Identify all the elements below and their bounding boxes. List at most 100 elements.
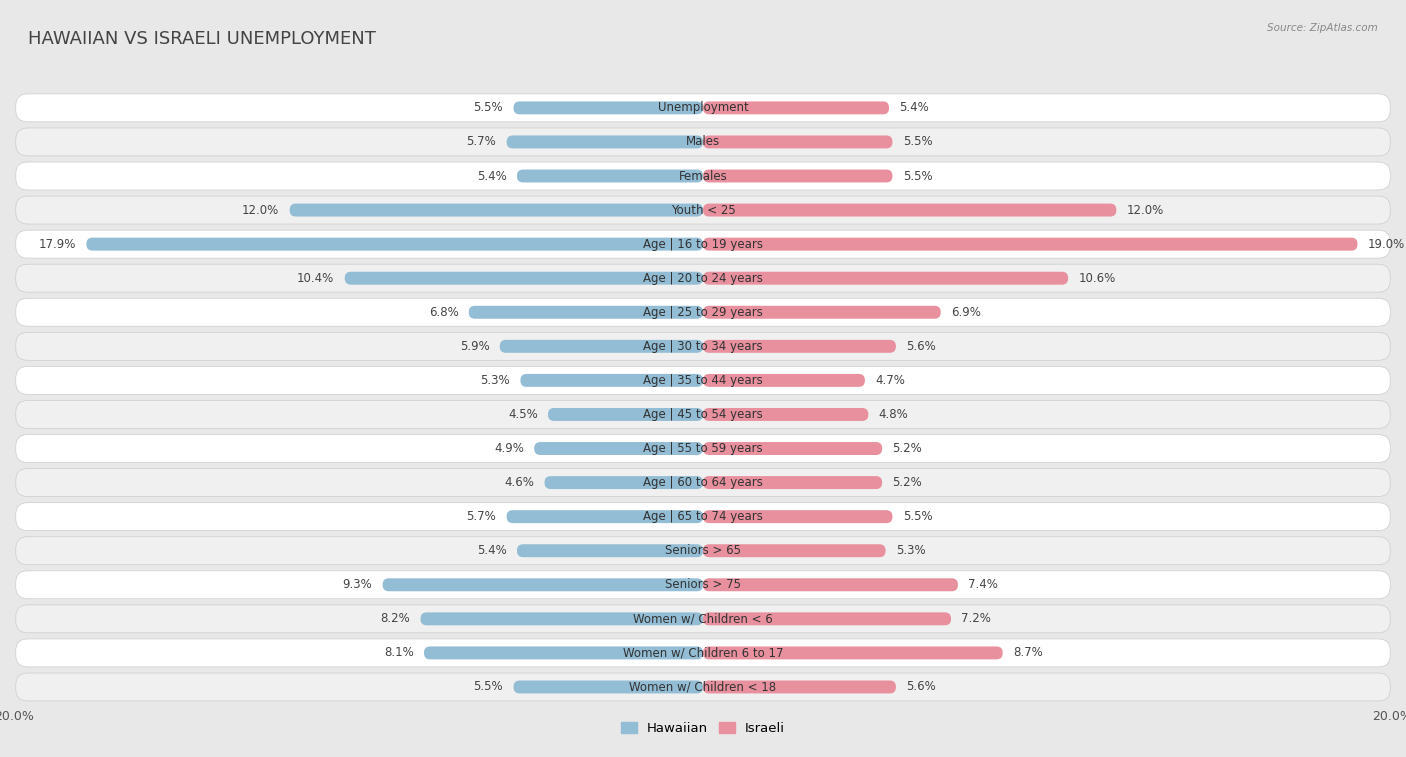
- FancyBboxPatch shape: [86, 238, 703, 251]
- Text: 4.8%: 4.8%: [879, 408, 908, 421]
- Text: 8.2%: 8.2%: [381, 612, 411, 625]
- Text: 5.7%: 5.7%: [467, 136, 496, 148]
- Text: 7.4%: 7.4%: [969, 578, 998, 591]
- FancyBboxPatch shape: [420, 612, 703, 625]
- Text: 19.0%: 19.0%: [1368, 238, 1405, 251]
- Text: 5.2%: 5.2%: [893, 442, 922, 455]
- Text: Age | 45 to 54 years: Age | 45 to 54 years: [643, 408, 763, 421]
- Text: Age | 65 to 74 years: Age | 65 to 74 years: [643, 510, 763, 523]
- FancyBboxPatch shape: [703, 272, 1069, 285]
- Text: 8.7%: 8.7%: [1012, 646, 1043, 659]
- Text: 5.5%: 5.5%: [474, 681, 503, 693]
- Text: 5.4%: 5.4%: [477, 170, 506, 182]
- FancyBboxPatch shape: [703, 510, 893, 523]
- Text: Women w/ Children < 6: Women w/ Children < 6: [633, 612, 773, 625]
- Text: 5.7%: 5.7%: [467, 510, 496, 523]
- Text: 4.7%: 4.7%: [875, 374, 905, 387]
- Text: Age | 20 to 24 years: Age | 20 to 24 years: [643, 272, 763, 285]
- FancyBboxPatch shape: [703, 204, 1116, 217]
- FancyBboxPatch shape: [15, 230, 1391, 258]
- FancyBboxPatch shape: [15, 673, 1391, 701]
- Text: Women w/ Children < 18: Women w/ Children < 18: [630, 681, 776, 693]
- FancyBboxPatch shape: [15, 435, 1391, 463]
- FancyBboxPatch shape: [15, 264, 1391, 292]
- FancyBboxPatch shape: [703, 306, 941, 319]
- Text: 4.5%: 4.5%: [508, 408, 537, 421]
- Text: Seniors > 75: Seniors > 75: [665, 578, 741, 591]
- FancyBboxPatch shape: [544, 476, 703, 489]
- FancyBboxPatch shape: [703, 681, 896, 693]
- Text: Males: Males: [686, 136, 720, 148]
- Text: 5.9%: 5.9%: [460, 340, 489, 353]
- Text: 5.5%: 5.5%: [903, 170, 932, 182]
- Text: Source: ZipAtlas.com: Source: ZipAtlas.com: [1267, 23, 1378, 33]
- Text: Age | 55 to 59 years: Age | 55 to 59 years: [643, 442, 763, 455]
- FancyBboxPatch shape: [15, 571, 1391, 599]
- Text: 5.4%: 5.4%: [477, 544, 506, 557]
- FancyBboxPatch shape: [382, 578, 703, 591]
- FancyBboxPatch shape: [703, 476, 882, 489]
- Text: 5.5%: 5.5%: [903, 510, 932, 523]
- Text: 10.6%: 10.6%: [1078, 272, 1116, 285]
- Text: Age | 60 to 64 years: Age | 60 to 64 years: [643, 476, 763, 489]
- Text: 12.0%: 12.0%: [1126, 204, 1164, 217]
- FancyBboxPatch shape: [513, 681, 703, 693]
- Text: HAWAIIAN VS ISRAELI UNEMPLOYMENT: HAWAIIAN VS ISRAELI UNEMPLOYMENT: [28, 30, 375, 48]
- Text: Females: Females: [679, 170, 727, 182]
- Text: 6.8%: 6.8%: [429, 306, 458, 319]
- Text: 4.6%: 4.6%: [505, 476, 534, 489]
- FancyBboxPatch shape: [703, 578, 957, 591]
- FancyBboxPatch shape: [534, 442, 703, 455]
- FancyBboxPatch shape: [506, 510, 703, 523]
- Text: Age | 16 to 19 years: Age | 16 to 19 years: [643, 238, 763, 251]
- FancyBboxPatch shape: [520, 374, 703, 387]
- FancyBboxPatch shape: [703, 238, 1358, 251]
- FancyBboxPatch shape: [15, 162, 1391, 190]
- Text: 5.5%: 5.5%: [474, 101, 503, 114]
- FancyBboxPatch shape: [290, 204, 703, 217]
- Text: 6.9%: 6.9%: [950, 306, 981, 319]
- Text: Seniors > 65: Seniors > 65: [665, 544, 741, 557]
- FancyBboxPatch shape: [703, 442, 882, 455]
- FancyBboxPatch shape: [703, 170, 893, 182]
- FancyBboxPatch shape: [344, 272, 703, 285]
- Text: Women w/ Children 6 to 17: Women w/ Children 6 to 17: [623, 646, 783, 659]
- Text: 7.2%: 7.2%: [962, 612, 991, 625]
- FancyBboxPatch shape: [15, 94, 1391, 122]
- FancyBboxPatch shape: [15, 503, 1391, 531]
- Text: 10.4%: 10.4%: [297, 272, 335, 285]
- Text: 8.1%: 8.1%: [384, 646, 413, 659]
- FancyBboxPatch shape: [15, 469, 1391, 497]
- Text: 9.3%: 9.3%: [343, 578, 373, 591]
- FancyBboxPatch shape: [703, 101, 889, 114]
- FancyBboxPatch shape: [703, 136, 893, 148]
- FancyBboxPatch shape: [468, 306, 703, 319]
- FancyBboxPatch shape: [506, 136, 703, 148]
- Text: Age | 30 to 34 years: Age | 30 to 34 years: [643, 340, 763, 353]
- FancyBboxPatch shape: [513, 101, 703, 114]
- FancyBboxPatch shape: [15, 196, 1391, 224]
- FancyBboxPatch shape: [703, 544, 886, 557]
- FancyBboxPatch shape: [15, 366, 1391, 394]
- Text: Age | 25 to 29 years: Age | 25 to 29 years: [643, 306, 763, 319]
- Text: 5.3%: 5.3%: [481, 374, 510, 387]
- FancyBboxPatch shape: [15, 298, 1391, 326]
- FancyBboxPatch shape: [15, 605, 1391, 633]
- FancyBboxPatch shape: [15, 128, 1391, 156]
- FancyBboxPatch shape: [15, 537, 1391, 565]
- FancyBboxPatch shape: [15, 332, 1391, 360]
- Text: Unemployment: Unemployment: [658, 101, 748, 114]
- Text: 5.5%: 5.5%: [903, 136, 932, 148]
- FancyBboxPatch shape: [517, 544, 703, 557]
- FancyBboxPatch shape: [15, 639, 1391, 667]
- FancyBboxPatch shape: [703, 340, 896, 353]
- Text: 5.6%: 5.6%: [907, 681, 936, 693]
- Text: 4.9%: 4.9%: [494, 442, 524, 455]
- FancyBboxPatch shape: [15, 400, 1391, 428]
- FancyBboxPatch shape: [703, 408, 869, 421]
- Text: 12.0%: 12.0%: [242, 204, 280, 217]
- Text: 17.9%: 17.9%: [39, 238, 76, 251]
- FancyBboxPatch shape: [517, 170, 703, 182]
- Legend: Hawaiian, Israeli: Hawaiian, Israeli: [616, 717, 790, 740]
- FancyBboxPatch shape: [703, 612, 950, 625]
